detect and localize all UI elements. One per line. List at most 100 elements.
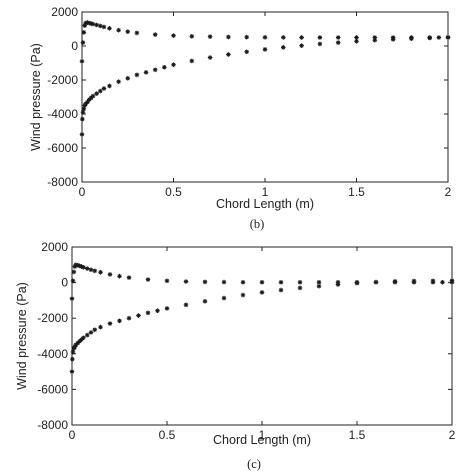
data-point-series-2 (152, 67, 158, 73)
data-point-series-1 (90, 21, 96, 27)
data-point-series-1 (75, 262, 80, 268)
data-point-series-1 (299, 35, 304, 40)
data-point-series-1 (107, 26, 112, 31)
data-point-series-2 (411, 278, 417, 284)
data-point-series-2 (81, 106, 87, 112)
data-point-series-2 (84, 332, 90, 338)
data-point-series-2 (449, 278, 455, 283)
data-point-series-2 (145, 310, 151, 316)
data-point-series-2 (221, 295, 227, 301)
y-tick-label: 2000 (41, 240, 68, 254)
data-point-series-2 (183, 302, 189, 308)
data-point-series-1 (126, 275, 132, 280)
y-tick-label: -8000 (37, 418, 68, 432)
x-tick-label: 0 (79, 185, 86, 199)
y-tick-label: -8000 (47, 175, 78, 189)
data-point-series-2 (354, 38, 359, 44)
data-point-series-2 (69, 369, 75, 374)
x-tick-label: 1 (262, 185, 269, 199)
data-point-series-2 (409, 36, 414, 41)
y-tick-label: 2000 (51, 5, 78, 19)
data-point-series-2 (317, 41, 323, 47)
data-point-series-2 (98, 88, 103, 94)
data-point-series-1 (70, 278, 76, 284)
data-point-series-1 (88, 267, 94, 273)
data-point-series-2 (155, 308, 160, 314)
data-point-series-1 (77, 263, 82, 269)
data-point-series-1 (317, 35, 323, 40)
data-point-series-1 (183, 279, 189, 284)
data-point-series-1 (259, 279, 265, 285)
y-tick-label: -4000 (47, 107, 78, 121)
data-point-series-2 (116, 79, 121, 84)
data-point-series-1 (98, 269, 103, 275)
chart-panel-c: 0 0.5 1 1.5 2 2000 0 -2000 -4000 -6000 -8000 Chord … (15, 240, 456, 471)
data-point-series-1 (92, 268, 98, 274)
data-point-series-1 (316, 279, 322, 285)
data-point-series-1 (69, 296, 75, 301)
data-point-series-2 (281, 45, 286, 50)
data-point-series-1 (134, 30, 140, 36)
data-point-series-2 (262, 47, 268, 52)
data-point-series-2 (226, 52, 231, 57)
data-point-series-2 (126, 315, 132, 321)
x-tick-label: 1 (259, 428, 266, 442)
data-point-series-1 (262, 35, 268, 40)
data-point-series-1 (278, 279, 284, 285)
data-point-series-1 (145, 277, 151, 282)
data-point-series-1 (436, 35, 442, 40)
x-axis-label: Chord Length (m) (216, 197, 314, 211)
data-point-series-2 (189, 58, 195, 64)
data-point-series-2 (83, 101, 88, 107)
data-point-series-2 (80, 110, 86, 115)
data-point-series-2 (278, 287, 284, 293)
data-point-series-1 (281, 35, 286, 40)
axes-frame (71, 246, 453, 426)
data-point-series-1 (87, 20, 92, 26)
data-point-series-1 (98, 23, 103, 29)
y-tick-label: -6000 (47, 141, 78, 155)
chart-panel-b: 0 0.5 1 1.5 2 2000 0 -2000 -4000 -6000 -8000 Chord … (29, 5, 452, 231)
data-point-series-2 (107, 321, 113, 326)
data-point-series-1 (117, 273, 122, 279)
data-point-series-2 (79, 132, 85, 137)
data-point-series-2 (92, 327, 98, 333)
data-point-series-2 (117, 318, 122, 324)
data-point-series-1 (164, 278, 170, 284)
y-axis-label: Wind pressure (Pa) (29, 43, 43, 151)
data-point-series-2 (244, 49, 249, 55)
data-point-series-2 (79, 337, 84, 342)
data-point-series-2 (162, 64, 167, 70)
data-point-series-2 (390, 37, 396, 42)
x-tick-label: 1.5 (348, 185, 365, 199)
data-point-series-1 (81, 264, 86, 270)
data-point-series-1 (101, 24, 107, 30)
data-point-series-1 (221, 279, 227, 285)
x-tick-label: 0.5 (159, 428, 176, 442)
y-tick-label: -6000 (37, 382, 68, 396)
data-point-series-1 (79, 59, 85, 64)
x-tick-label: 2 (449, 428, 456, 442)
data-point-series-1 (125, 29, 131, 35)
data-point-series-2 (107, 83, 112, 89)
data-point-series-1 (81, 30, 87, 35)
data-point-series-1 (189, 34, 195, 39)
data-point-series-1 (107, 272, 113, 277)
data-point-series-1 (297, 279, 303, 285)
y-tick-label: -2000 (37, 311, 68, 325)
data-point-series-2 (164, 306, 170, 311)
data-point-series-2 (77, 339, 82, 344)
data-point-series-1 (207, 34, 213, 39)
data-point-series-1 (82, 23, 88, 28)
data-point-series-2 (297, 285, 303, 291)
data-point-series-2 (372, 37, 378, 43)
data-point-series-2 (427, 35, 432, 41)
data-point-series-1 (440, 279, 445, 285)
data-point-series-2 (207, 55, 213, 60)
y-tick-label: -4000 (37, 347, 68, 361)
data-point-series-2 (73, 342, 79, 348)
data-point-series-2 (71, 346, 77, 351)
x-tick-label: 2 (445, 185, 452, 199)
data-point-series-2 (136, 313, 141, 318)
